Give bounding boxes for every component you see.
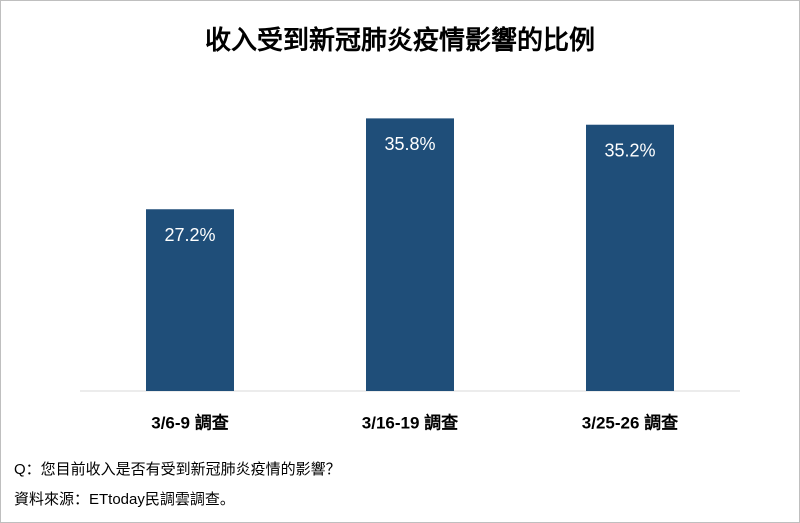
value-label: 27.2% [164, 225, 215, 245]
chart-title: 收入受到新冠肺炎疫情影響的比例 [205, 25, 595, 55]
x-tick-label: 3/25-26 調查 [582, 412, 679, 432]
value-label: 35.2% [604, 140, 655, 160]
value-label: 35.8% [384, 134, 435, 154]
source-note: 資料來源：ETtoday民調雲調查。 [14, 491, 235, 508]
bar [586, 124, 674, 391]
x-tick-label: 3/6-9 調查 [151, 412, 229, 432]
question-note: Q：您目前收入是否有受到新冠肺炎疫情的影響？ [14, 460, 341, 478]
x-tick-label: 3/16-19 調查 [362, 412, 459, 432]
bar [146, 209, 234, 391]
bar [366, 118, 454, 391]
